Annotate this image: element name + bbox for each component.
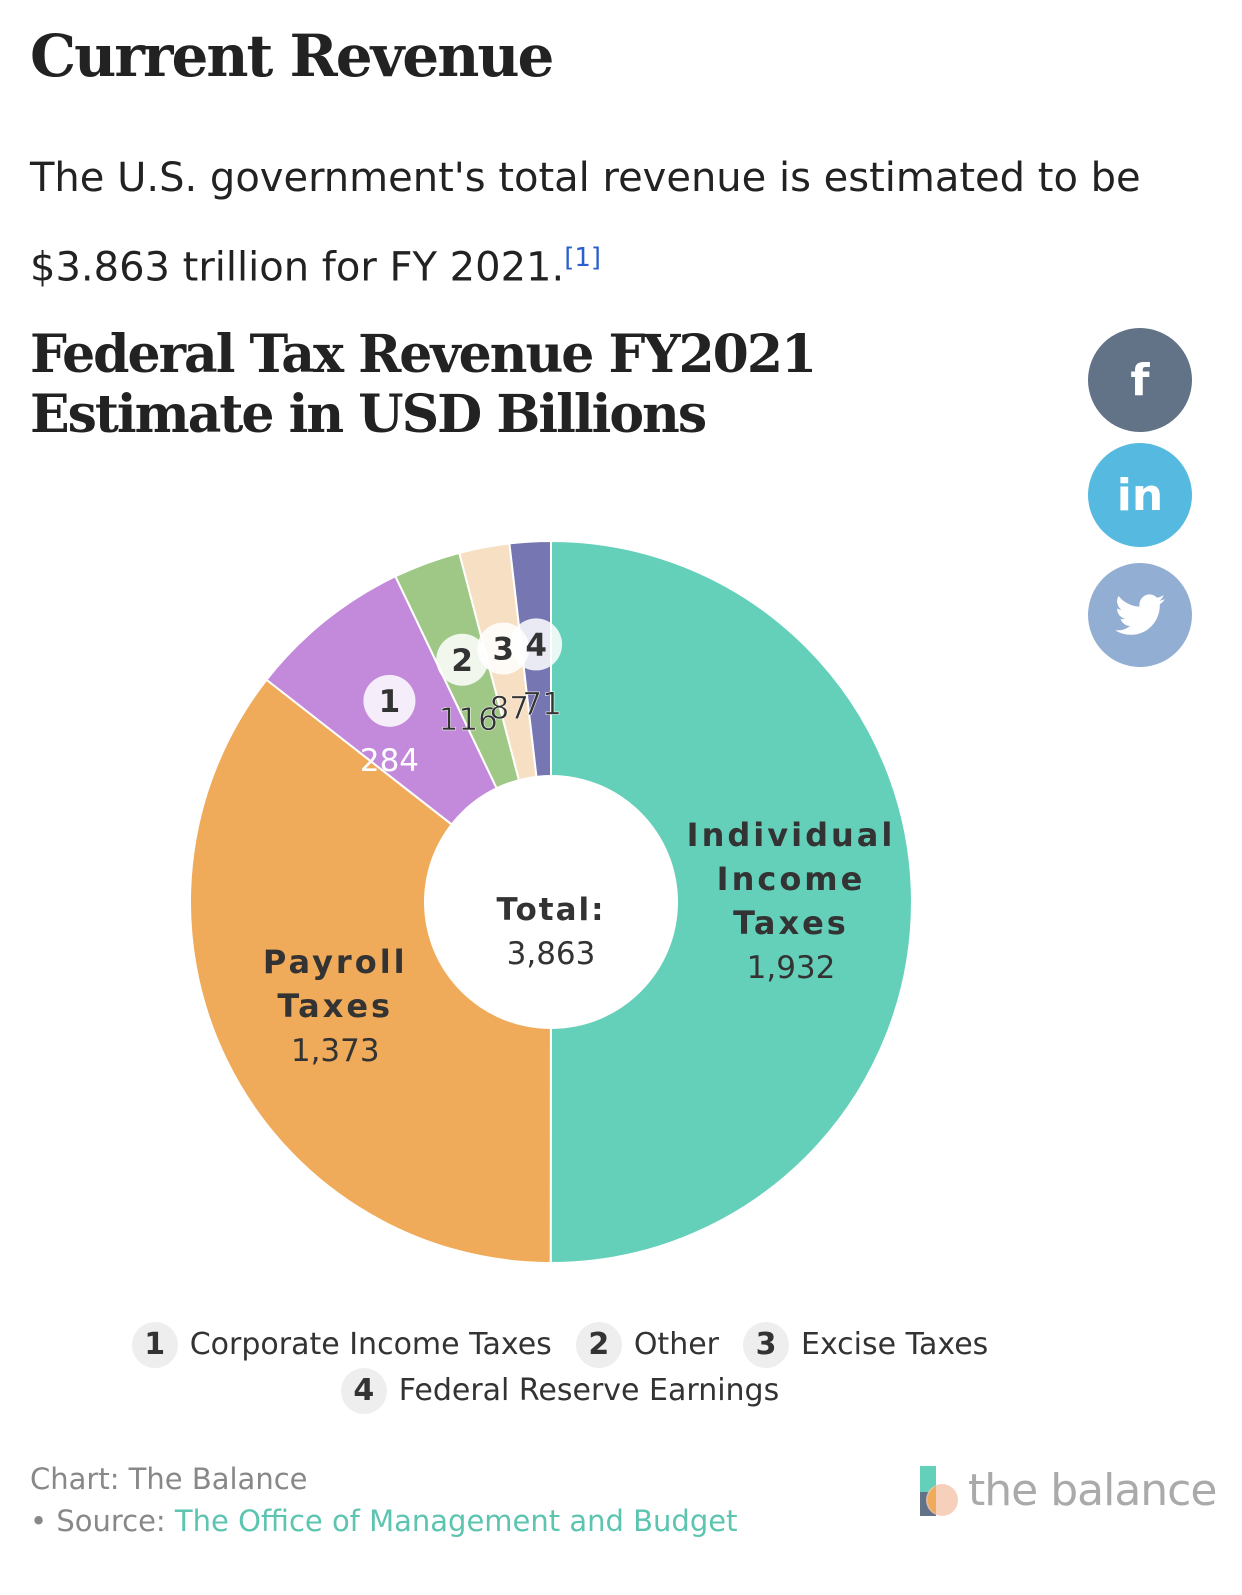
legend-label: Corporate Income Taxes (189, 1327, 552, 1362)
slice-value: 1,373 (291, 1033, 380, 1069)
donut-chart: Individual Income Taxes 1,932 Payroll Taxes 1,… (189, 539, 913, 1265)
chart-credit: Chart: The Balance (30, 1462, 308, 1496)
slice-value: 116 (439, 702, 498, 738)
linkedin-share-button[interactable]: in (1088, 443, 1192, 547)
slice-label: Income (717, 860, 866, 898)
logo-text: the balance (968, 1465, 1217, 1516)
slice-marker-badge (510, 618, 563, 671)
slice-label: Payroll (263, 943, 408, 981)
donut-hole (424, 775, 678, 1029)
legend-item: 3 Excise Taxes (743, 1322, 988, 1368)
center-total-value: 3,863 (507, 936, 596, 972)
slice-value: 1,932 (747, 950, 836, 986)
legend-marker: 3 (743, 1322, 789, 1368)
legend-label: Excise Taxes (801, 1327, 989, 1362)
intro-sentence: The U.S. government's total revenue is e… (30, 155, 1141, 291)
twitter-icon (1115, 594, 1165, 635)
slice-marker-badge (363, 674, 416, 727)
slice-marker-number: 2 (451, 643, 473, 679)
legend-item: 1 Corporate Income Taxes (131, 1322, 552, 1368)
balance-logo-icon (920, 1465, 958, 1516)
legend-item: 2 Other (575, 1322, 719, 1368)
legend-marker: 4 (340, 1368, 387, 1414)
twitter-share-button[interactable] (1088, 563, 1192, 667)
chart-footer: Chart: The Balance • Source: The Office … (30, 1458, 737, 1542)
chart-legend: 1 Corporate Income Taxes 2 Other 3 Excise Tax… (40, 1322, 1080, 1414)
page-heading: Current Revenue (30, 22, 554, 90)
facebook-icon: f (1130, 354, 1150, 406)
legend-label: Federal Reserve Earnings (398, 1373, 780, 1408)
center-total-label: Total: (496, 892, 605, 928)
slice-marker-number: 1 (379, 684, 401, 720)
legend-item: 4 Federal Reserve Earnings (340, 1368, 780, 1414)
pie-slice (189, 678, 553, 1265)
slice-label: Individual (687, 816, 896, 854)
slice-value: 87 (490, 690, 529, 726)
legend-marker: 1 (131, 1322, 178, 1368)
slice-label: Taxes (277, 987, 393, 1025)
facebook-share-button[interactable]: f (1088, 328, 1192, 432)
slice-marker-number: 4 (525, 627, 547, 663)
chart-title: Federal Tax Revenue FY2021 Estimate in U… (30, 324, 817, 445)
legend-label: Other (633, 1327, 719, 1362)
source-link[interactable]: The Office of Management and Budget (174, 1504, 738, 1538)
slice-marker-badge (436, 633, 489, 686)
source-prefix: • Source: (30, 1504, 166, 1538)
footnote-link[interactable]: [1] (564, 243, 602, 273)
legend-marker: 2 (575, 1322, 622, 1368)
slice-label: Taxes (733, 904, 849, 942)
the-balance-logo: the balance (920, 1465, 1217, 1516)
pie-slice (549, 539, 913, 1265)
intro-text: The U.S. government's total revenue is e… (30, 138, 1180, 307)
slice-value: 71 (522, 686, 561, 722)
slice-marker-number: 3 (492, 631, 514, 667)
linkedin-icon: in (1116, 469, 1164, 521)
slice-value: 284 (360, 743, 419, 779)
